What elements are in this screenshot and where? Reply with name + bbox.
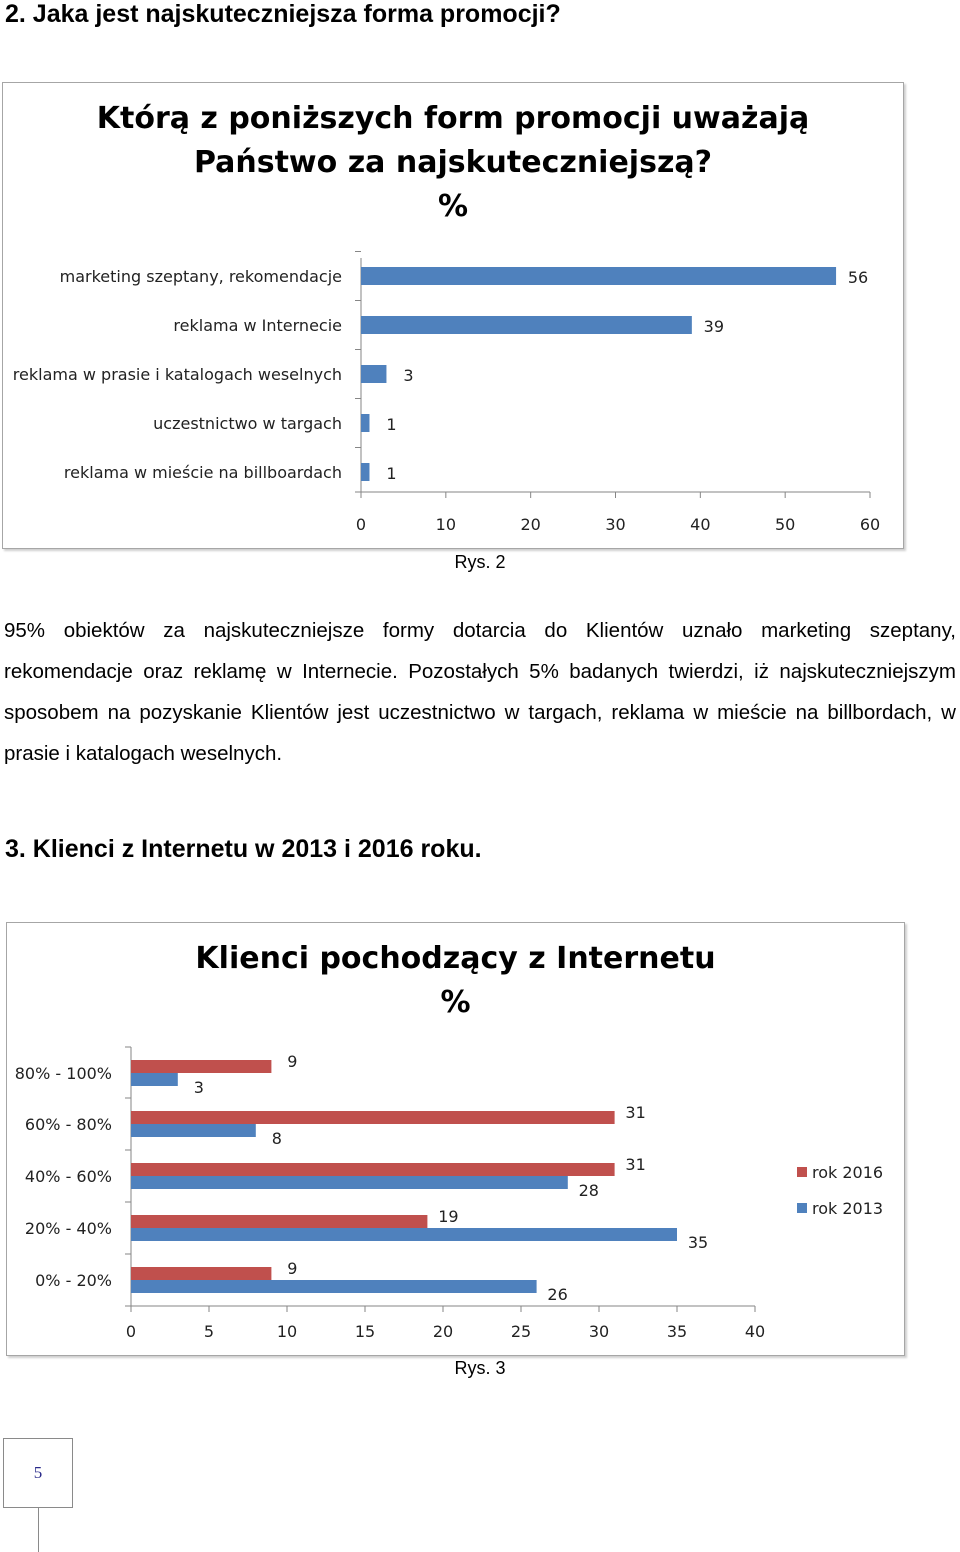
bar-2016	[131, 1111, 615, 1124]
x-tick-label: 40	[745, 1322, 765, 1341]
chart-title-line1: Klienci pochodzący z Internetu	[195, 941, 716, 976]
legend-label-2013: rok 2013	[812, 1199, 884, 1218]
bar-2013	[131, 1280, 537, 1293]
x-tick-label: 10	[277, 1322, 297, 1341]
chart-promotion-forms: Którą z poniższych form promocji uważają…	[2, 82, 904, 549]
bar-2013	[131, 1176, 568, 1189]
bar	[361, 316, 692, 334]
x-tick-label: 60	[860, 515, 880, 534]
x-tick-label: 15	[355, 1322, 375, 1341]
x-tick-label: 20	[520, 515, 540, 534]
x-tick-label: 10	[436, 515, 456, 534]
data-label-2016: 9	[287, 1052, 297, 1071]
bar-2016	[131, 1163, 615, 1176]
category-label: 40% - 60%	[25, 1167, 112, 1186]
bar-2013	[131, 1124, 256, 1137]
x-tick-label: 30	[589, 1322, 609, 1341]
x-tick-label: 0	[126, 1322, 136, 1341]
x-tick-label: 35	[667, 1322, 687, 1341]
data-label-2013: 8	[272, 1129, 282, 1148]
paragraph-text: 95% obiektów za najskuteczniejsze formy …	[4, 619, 956, 765]
x-tick-label: 50	[775, 515, 795, 534]
legend-label-2016: rok 2016	[812, 1163, 884, 1182]
x-tick-label: 25	[511, 1322, 531, 1341]
bar-2016	[131, 1215, 428, 1228]
bar	[361, 463, 370, 481]
bar	[361, 414, 370, 432]
category-label: reklama w Internecie	[173, 316, 342, 335]
data-label-2013: 26	[547, 1285, 567, 1304]
category-label: marketing szeptany, rekomendacje	[60, 267, 342, 286]
x-tick-label: 0	[356, 515, 366, 534]
page-number: 5	[33, 1463, 43, 1482]
category-label: 20% - 40%	[25, 1219, 112, 1238]
data-label-2016: 9	[287, 1259, 297, 1278]
section-heading: 2. Jaka jest najskuteczniejsza forma pro…	[5, 0, 561, 28]
data-label-2013: 35	[688, 1233, 708, 1252]
x-tick-label: 5	[204, 1322, 214, 1341]
bar	[361, 365, 387, 383]
data-label: 3	[403, 366, 413, 385]
figure-caption: Rys. 3	[454, 1358, 506, 1378]
category-label: 80% - 100%	[15, 1064, 112, 1083]
chart-title-line2: Państwo za najskuteczniejszą?	[193, 145, 713, 180]
figure-caption: Rys. 2	[454, 552, 506, 572]
data-label: 39	[704, 317, 724, 336]
chart-title-line3: %	[437, 189, 469, 224]
legend-swatch-2013	[797, 1203, 807, 1213]
bar-2016	[131, 1267, 272, 1280]
data-label-2013: 28	[579, 1181, 599, 1200]
data-label: 1	[386, 415, 396, 434]
category-label: reklama w mieście na billboardach	[64, 463, 342, 482]
data-label-2016: 31	[625, 1103, 645, 1122]
x-tick-label: 40	[690, 515, 710, 534]
category-label: 0% - 20%	[35, 1271, 112, 1290]
chart1-plot: marketing szeptany, rekomendacje 56 reklam…	[13, 251, 880, 534]
category-label: 60% - 80%	[25, 1115, 112, 1134]
data-label-2013: 3	[194, 1078, 204, 1097]
bar-2016	[131, 1060, 272, 1073]
data-label: 56	[848, 268, 868, 287]
x-tick-label: 20	[433, 1322, 453, 1341]
data-label-2016: 19	[438, 1207, 458, 1226]
section-heading: 3. Klienci z Internetu w 2013 i 2016 rok…	[5, 835, 482, 863]
bar-2013	[131, 1228, 677, 1241]
category-label: uczestnictwo w targach	[153, 414, 342, 433]
chart-title-line1: Którą z poniższych form promocji uważają	[96, 101, 810, 136]
chart-title-line2: %	[440, 985, 471, 1020]
page-number-box: 5	[3, 1438, 73, 1508]
x-tick-label: 30	[605, 515, 625, 534]
bar	[361, 267, 837, 285]
data-label: 1	[386, 464, 396, 483]
data-label-2016: 31	[625, 1155, 645, 1174]
legend-swatch-2016	[797, 1167, 807, 1177]
page-number-line	[38, 1508, 39, 1552]
bar-2013	[131, 1073, 178, 1086]
category-label: reklama w prasie i katalogach weselnych	[13, 365, 342, 384]
